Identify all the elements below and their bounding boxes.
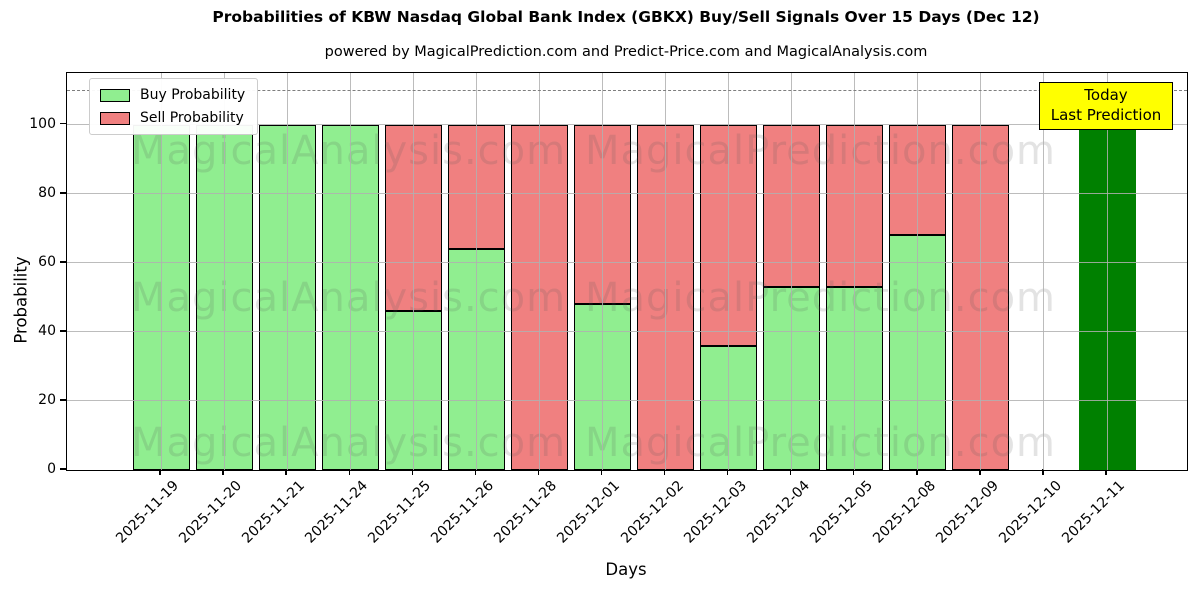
x-tick-mark [222,469,224,475]
legend: Buy Probability Sell Probability [89,78,259,135]
x-tick-mark [411,469,413,475]
y-tick-mark [60,468,66,470]
x-tick-mark [790,469,792,475]
y-tick-label: 20 [38,391,56,408]
legend-item-sell: Sell Probability [100,110,245,126]
chart-subtitle: powered by MagicalPrediction.com and Pre… [324,44,928,60]
today-annotation-line2: Last Prediction [1050,105,1162,124]
legend-label-buy: Buy Probability [140,87,246,103]
x-tick-mark [159,469,161,475]
x-tick-mark [853,469,855,475]
x-tick-mark [348,469,350,475]
buy-swatch-icon [100,88,130,102]
x-tick-mark [979,469,981,475]
y-tick-mark [60,399,66,401]
y-tick-mark [60,330,66,332]
x-tick-mark [726,469,729,475]
x-axis-label: Days [605,560,647,579]
x-tick-mark [1042,469,1044,475]
overlay-layer: Buy Probability Sell Probability Today L… [67,73,1187,470]
legend-item-buy: Buy Probability [100,87,245,103]
y-tick-label: 60 [38,253,56,270]
today-annotation-line1: Today [1084,86,1128,104]
x-tick-mark [474,469,477,475]
x-tick-mark [1105,469,1107,475]
y-tick-mark [60,192,66,194]
x-tick-mark [537,469,540,475]
chart-title: Probabilities of KBW Nasdaq Global Bank … [212,8,1040,26]
y-tick-label: 40 [38,322,56,339]
legend-label-sell: Sell Probability [140,110,244,126]
x-tick-mark [663,469,666,475]
today-annotation: Today Last Prediction [1039,82,1173,130]
y-tick-label: 80 [38,184,56,201]
y-tick-mark [60,261,66,263]
x-tick-mark [916,469,918,475]
sell-swatch-icon [100,111,130,125]
y-tick-label: 0 [47,461,56,477]
plot-area: MagicalAnalysis.comMagicalPrediction.com… [66,72,1188,471]
x-tick-mark [285,469,287,475]
y-tick-mark [60,123,66,125]
x-tick-mark [600,469,603,475]
y-tick-label: 100 [29,115,56,132]
